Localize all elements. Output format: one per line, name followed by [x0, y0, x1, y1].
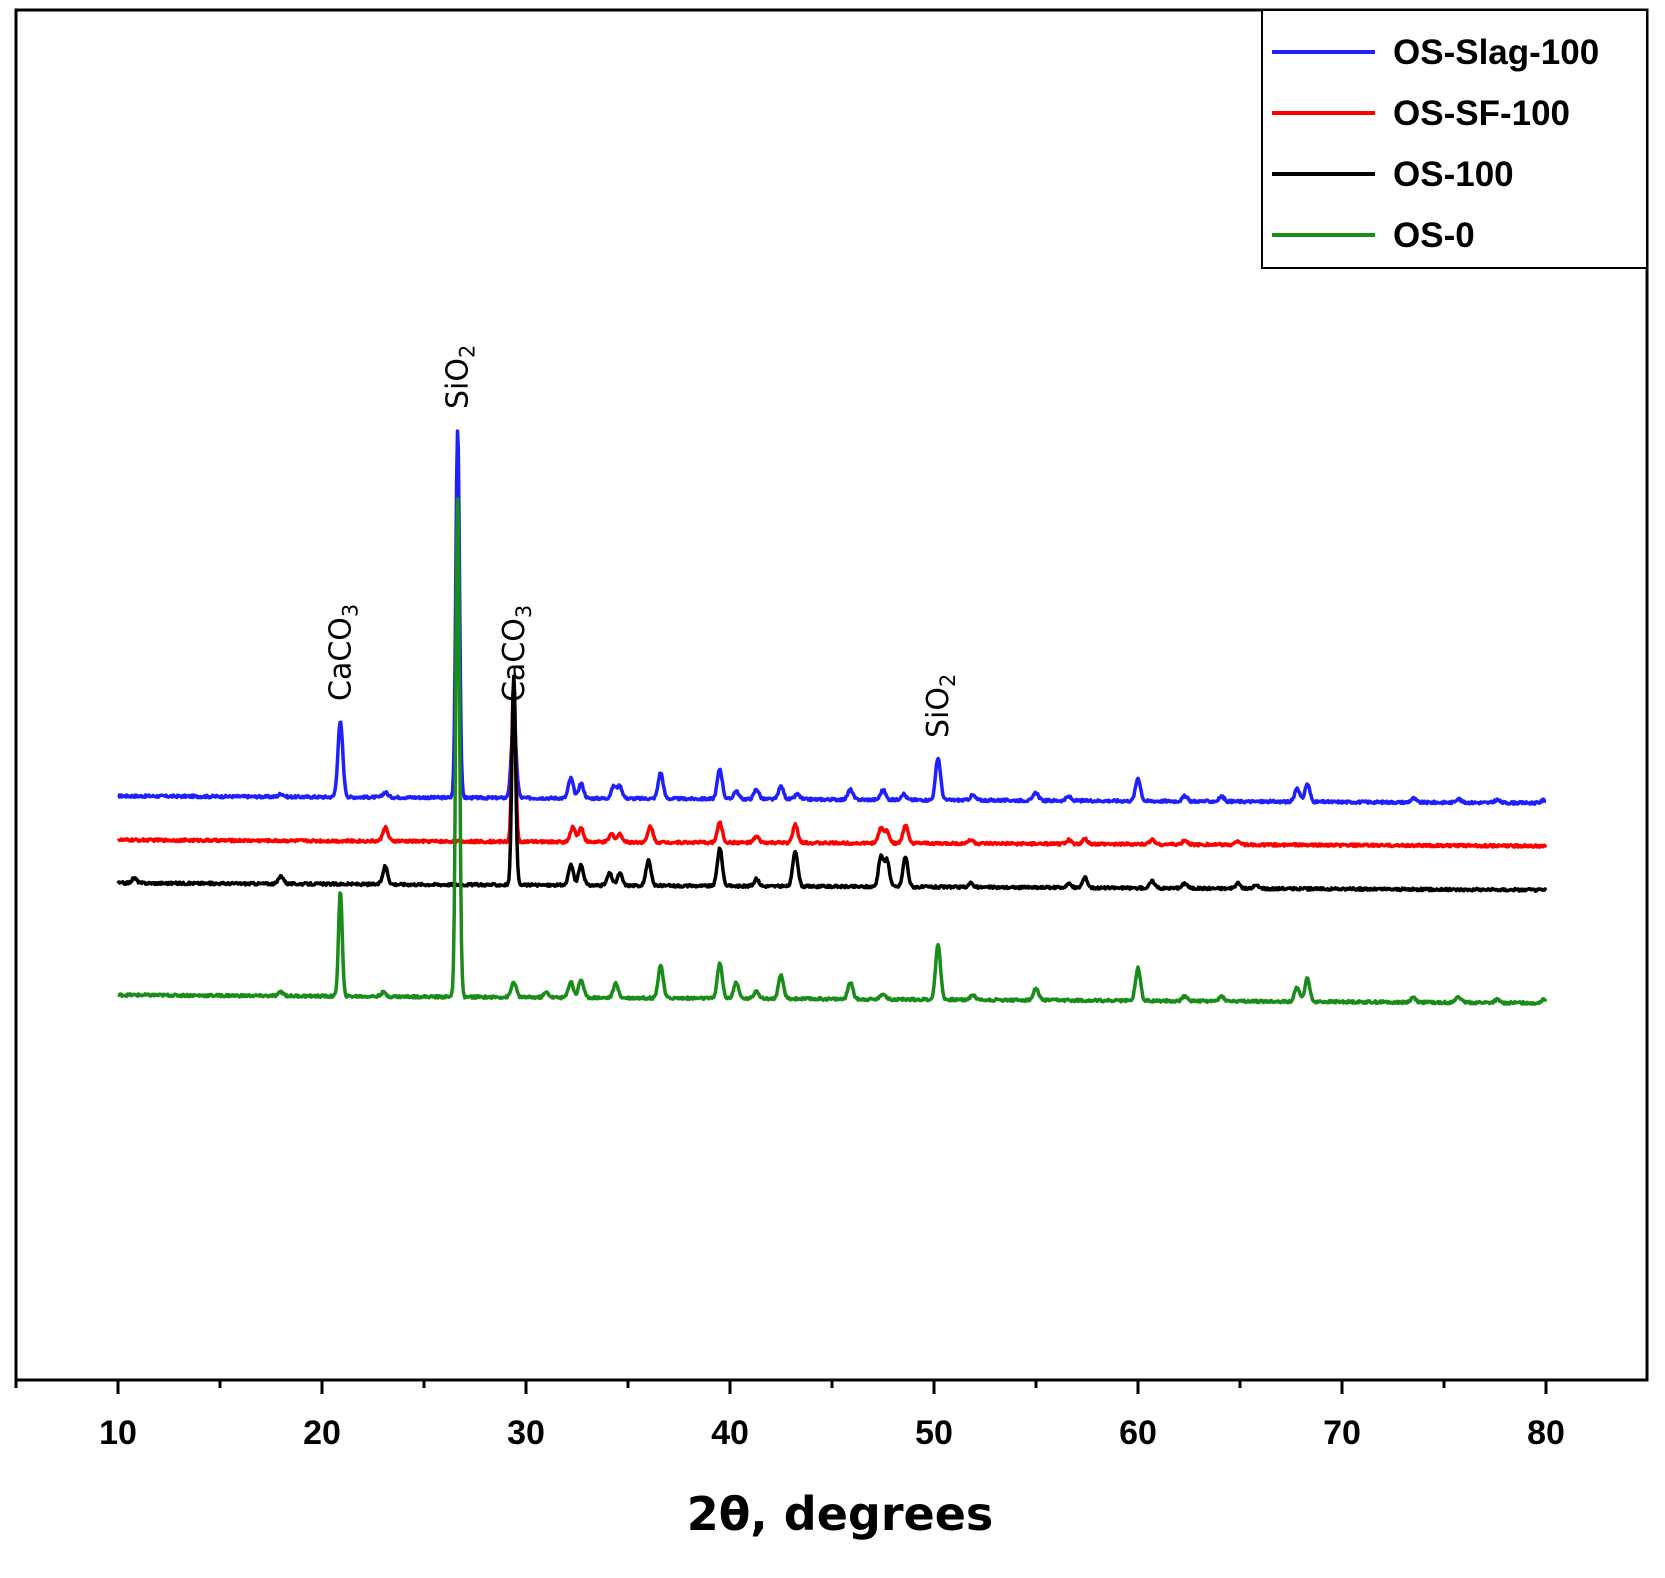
peak-annotation: CaCO3	[497, 605, 536, 702]
legend-label: OS-Slag-100	[1393, 33, 1599, 72]
x-axis-ticks: 10 20 30 40 50 60 70 80	[14, 1380, 1565, 1452]
x-tick-label: 40	[711, 1414, 749, 1452]
legend-label: OS-100	[1393, 155, 1514, 194]
legend-label: OS-0	[1393, 216, 1475, 255]
legend: OS-Slag-100 OS-SF-100 OS-100 OS-0	[1261, 9, 1648, 269]
series-lines	[116, 429, 1548, 1006]
peak-annotation: CaCO3	[323, 604, 362, 701]
series-line-os-sf-100	[116, 679, 1548, 849]
x-tick-label: 50	[915, 1414, 953, 1452]
x-tick-label: 70	[1323, 1414, 1361, 1452]
x-tick-label: 30	[507, 1414, 545, 1452]
x-tick-label: 20	[303, 1414, 341, 1452]
legend-label: OS-SF-100	[1393, 94, 1570, 133]
series-line-os-0	[117, 497, 1548, 1006]
legend-box	[1261, 9, 1648, 269]
peak-annotation: SiO2	[921, 674, 960, 738]
x-axis-title: 2θ, degrees	[687, 1487, 994, 1541]
peak-annotations: CaCO3 SiO2 CaCO3 SiO2	[323, 345, 960, 738]
series-line-os-100	[116, 674, 1548, 893]
series-line-os-slag-100	[117, 429, 1547, 806]
x-tick-label: 10	[99, 1414, 137, 1452]
x-tick-label: 60	[1119, 1414, 1157, 1452]
peak-annotation: SiO2	[441, 345, 480, 409]
x-tick-label: 80	[1527, 1414, 1565, 1452]
